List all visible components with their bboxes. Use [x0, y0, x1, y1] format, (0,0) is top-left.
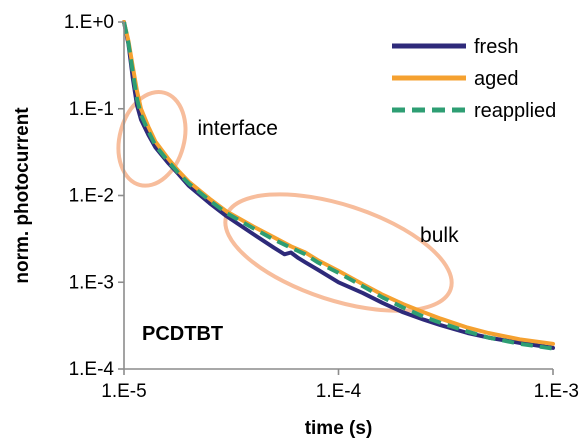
- legend-label-reapplied: reapplied: [474, 100, 556, 122]
- legend: fresh aged reapplied: [392, 36, 556, 122]
- material-label: PCDTBT: [142, 323, 223, 345]
- y-tick-label: 1.E-1: [69, 99, 114, 120]
- annotation-bulk: bulk: [420, 224, 459, 247]
- x-axis-title: time (s): [305, 418, 373, 439]
- plot-series: [122, 20, 555, 351]
- legend-label-fresh: fresh: [474, 36, 518, 58]
- y-tick-label: 1.E+0: [64, 12, 114, 33]
- x-tick-label: 1.E-5: [101, 381, 146, 402]
- x-tick-label: 1.E-3: [534, 381, 579, 402]
- y-tick-label: 1.E-2: [69, 186, 114, 207]
- series-line-aged: [122, 20, 555, 346]
- annotations: interface bulk: [197, 117, 459, 247]
- highlight-ellipse-bulk: [223, 192, 454, 313]
- y-tick-label: 1.E-3: [69, 272, 114, 293]
- annotation-interface: interface: [197, 117, 278, 140]
- series-line-fresh: [122, 20, 555, 350]
- y-tick-label: 1.E-4: [69, 359, 115, 380]
- y-axis-title: norm. photocurrent: [12, 107, 33, 284]
- series-line-reapplied: [122, 21, 554, 351]
- highlight-ellipse-interface: [116, 90, 188, 188]
- legend-label-aged: aged: [474, 68, 519, 90]
- highlight-ellipses: [116, 90, 454, 313]
- x-tick-label: 1.E-4: [316, 381, 362, 402]
- axis-ticks: 1.E+01.E-11.E-21.E-31.E-41.E-5 1.E-4 1.E-3: [64, 12, 579, 402]
